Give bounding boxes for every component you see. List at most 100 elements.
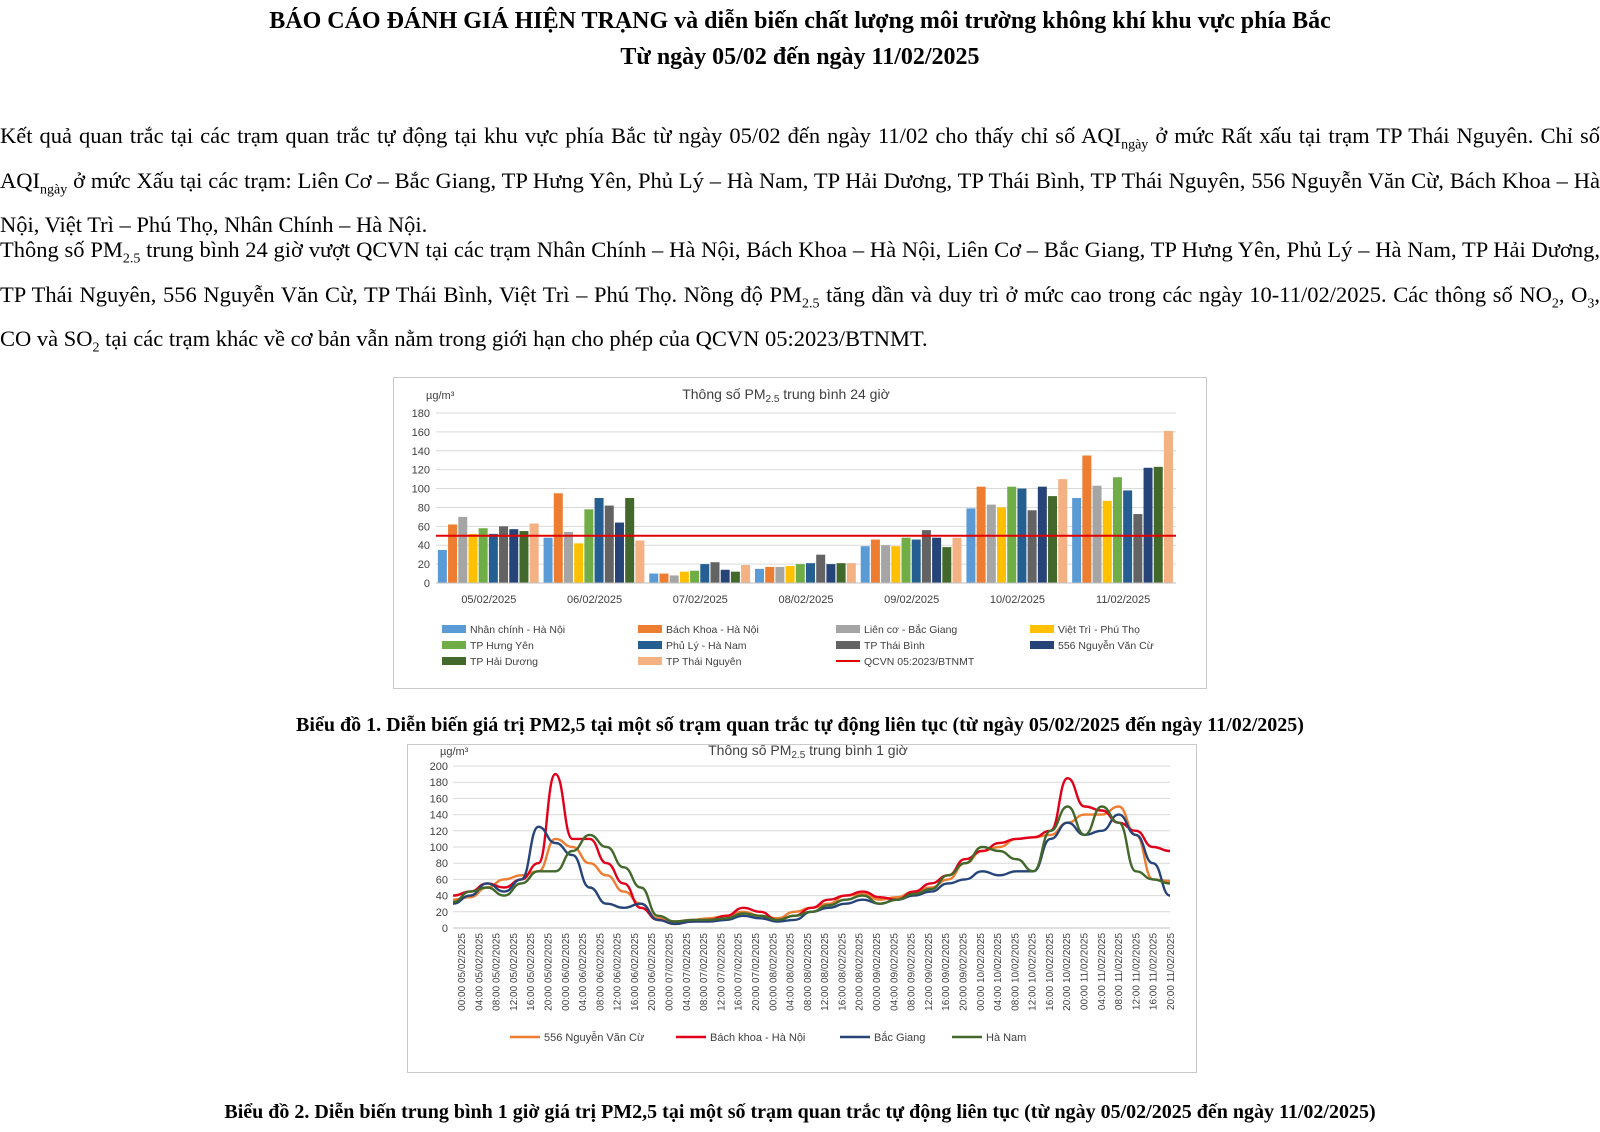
paragraph-aqi: Kết quả quan trắc tại các trạm quan trắc… (0, 123, 1600, 237)
x-tick-label: 04:00 09/02/2025 (889, 933, 900, 1011)
x-tick-label: 12:00 11/02/2025 (1131, 933, 1142, 1011)
x-tick-label: 05/02/2025 (461, 594, 516, 606)
x-tick-label: 00:00 08/02/2025 (768, 933, 779, 1011)
y-tick-label: 0 (442, 923, 448, 935)
bar (765, 566, 775, 583)
x-tick-label: 12:00 07/02/2025 (716, 933, 727, 1011)
y-tick-label: 80 (436, 858, 448, 870)
x-tick-label: 08:00 06/02/2025 (595, 933, 606, 1011)
x-tick-label: 09/02/2025 (884, 594, 939, 606)
bar (1027, 510, 1037, 583)
x-tick-label: 04:00 05/02/2025 (474, 933, 485, 1011)
series-line (452, 772, 1171, 926)
x-tick-label: 16:00 10/02/2025 (1045, 933, 1056, 1011)
bar (1112, 477, 1122, 583)
bar (690, 570, 700, 583)
bar (1072, 498, 1082, 583)
report-title: BÁO CÁO ĐÁNH GIÁ HIỆN TRẠNG và diễn biến… (269, 8, 1331, 34)
chart-pm25-24h-frame: 0 20 40 60 80 100 120 140 160 180 µg/m³ Thông số PM… (393, 377, 1207, 689)
bar (966, 508, 976, 583)
x-tick-label: 07/02/2025 (673, 594, 728, 606)
x-tick-label: 11/02/2025 (1096, 594, 1150, 606)
y-tick-label: 140 (430, 810, 448, 822)
y-tick-label: 80 (418, 502, 430, 514)
bar (826, 564, 836, 583)
x-tick-label: 20:00 11/02/2025 (1166, 933, 1177, 1011)
x-tick-label: 16:00 06/02/2025 (630, 933, 641, 1011)
bar (614, 522, 624, 583)
x-tick-label: 20:00 10/02/2025 (1062, 933, 1073, 1011)
x-tick-label: 08:00 11/02/2025 (1114, 933, 1125, 1011)
y-tick-label: 40 (418, 540, 430, 552)
bar (563, 532, 573, 583)
legend-label: Việt Trì - Phú Thọ (1058, 624, 1140, 636)
bar (891, 546, 901, 583)
bar (881, 545, 891, 583)
bar (755, 568, 764, 583)
legend-swatch (442, 625, 466, 633)
bar (499, 526, 509, 583)
x-tick-label: 04:00 10/02/2025 (993, 933, 1004, 1011)
x-tick-label: 08:00 07/02/2025 (699, 933, 710, 1011)
x-tick-label: 16:00 08/02/2025 (837, 933, 848, 1011)
bar (1058, 479, 1068, 583)
bar (870, 539, 880, 583)
bar (1163, 430, 1173, 583)
x-tick-label: 08:00 08/02/2025 (803, 933, 814, 1011)
bar (952, 537, 962, 583)
legend-swatch (836, 625, 860, 633)
y-tick-label: 180 (412, 408, 430, 420)
bar (816, 554, 826, 583)
x-tick-label: 08:00 10/02/2025 (1010, 933, 1021, 1011)
legend-swatch (638, 625, 662, 633)
bar (836, 563, 846, 583)
bar (488, 533, 498, 583)
x-tick-label: 04:00 07/02/2025 (682, 933, 693, 1011)
x-tick-label: 12:00 09/02/2025 (924, 933, 935, 1011)
x-tick-label: 00:00 09/02/2025 (872, 933, 883, 1011)
x-tick-label: 08:00 05/02/2025 (492, 933, 503, 1011)
legend-swatch (836, 641, 860, 649)
legend-label: 556 Nguyễn Văn Cừ (1058, 639, 1154, 652)
x-tick-label: 16:00 05/02/2025 (526, 933, 537, 1011)
chart2-caption: Biểu đồ 2. Diễn biến trung bình 1 giờ gi… (224, 1101, 1376, 1123)
bar (574, 543, 584, 583)
legend-swatch (1030, 625, 1054, 633)
legend-label: Bắc Giang (874, 1031, 925, 1044)
y-tick-label: 180 (430, 777, 448, 789)
bar (529, 523, 539, 583)
x-tick-label: 16:00 07/02/2025 (734, 933, 745, 1011)
bar (911, 539, 921, 583)
x-tick-label: 16:00 11/02/2025 (1149, 933, 1160, 1011)
x-tick-label: 00:00 11/02/2025 (1080, 933, 1091, 1011)
legend-swatch (638, 641, 662, 649)
bar (795, 564, 805, 583)
chart-pm25-24h: 0 20 40 60 80 100 120 140 160 180 µg/m³ Thông số PM… (412, 386, 1176, 668)
bar (468, 533, 478, 583)
legend-label: Bách khoa - Hà Nội (710, 1032, 805, 1044)
y-tick-label: 0 (424, 578, 430, 590)
x-tick-label: 08/02/2025 (778, 594, 833, 606)
legend-label: TP Thái Nguyên (666, 656, 742, 668)
y-tick-label: 120 (430, 826, 448, 838)
legend-label: TP Hải Dương (470, 656, 538, 668)
bar (942, 547, 952, 583)
x-tick-label: 12:00 10/02/2025 (1028, 933, 1039, 1011)
y-tick-label: 120 (412, 465, 430, 477)
chart-pm25-1h-frame: 0 20 40 60 80 100 120 140 160 180 200 µg/m³ Thông số… (407, 742, 1197, 1073)
bar (921, 530, 931, 583)
bar (1153, 466, 1163, 583)
x-tick-label: 00:00 07/02/2025 (665, 933, 676, 1011)
legend-label: Hà Nam (986, 1032, 1026, 1044)
bar (509, 529, 519, 583)
paragraph-pm25: Thông số PM2.5 trung bình 24 giờ vượt QC… (0, 237, 1600, 356)
x-tick-label: 04:00 11/02/2025 (1097, 933, 1108, 1011)
bar (478, 528, 488, 583)
legend-label: TP Thái Bình (864, 640, 925, 652)
y-axis-unit: µg/m³ (426, 390, 455, 402)
bar (1082, 455, 1092, 583)
legend-label: Nhân chính - Hà Nội (470, 624, 565, 636)
bar (1143, 467, 1153, 583)
legend-label: Phủ Lý - Hà Nam (666, 640, 747, 652)
bar (775, 566, 785, 583)
